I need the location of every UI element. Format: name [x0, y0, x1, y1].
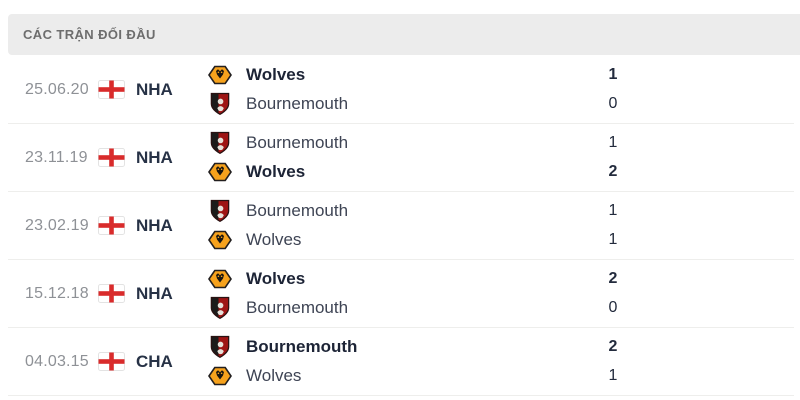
england-flag-icon [98, 80, 125, 99]
league-cell: NHA [98, 124, 208, 191]
england-flag-icon [98, 352, 125, 371]
team-name: Bournemouth [246, 336, 358, 356]
team-row: Bournemouth 0 [208, 294, 794, 324]
match-row: 23.11.19 NHA Bournemouth 1 [8, 124, 794, 192]
team-name: Bournemouth [246, 132, 349, 152]
league-cell: NHA [98, 192, 208, 259]
team-crest-icon [208, 296, 232, 320]
teams-cell: Wolves 2 Bournemouth 0 [208, 260, 794, 327]
team-row: Bournemouth 0 [208, 90, 794, 120]
wolves-crest-icon [208, 269, 232, 289]
section-header: CÁC TRẬN ĐỐI ĐẦU [8, 14, 800, 55]
team-score: 2 [608, 337, 618, 355]
team-name: Bournemouth [246, 200, 349, 220]
wolves-crest-icon [208, 366, 232, 386]
team-crest-icon [208, 335, 232, 359]
team-name: Wolves [246, 64, 306, 84]
teams-cell: Bournemouth 1 Wolves 1 [208, 192, 794, 259]
wolves-crest-icon [208, 65, 232, 85]
team-name: Wolves [246, 162, 306, 182]
league-cell: NHA [98, 260, 208, 327]
team-score: 1 [608, 65, 618, 83]
team-crest-icon [208, 131, 232, 155]
team-name: Bournemouth [246, 94, 349, 114]
bournemouth-crest-icon [210, 199, 230, 222]
team-row: Wolves 2 [208, 264, 794, 294]
team-score: 0 [608, 95, 618, 113]
team-crest-icon [208, 365, 232, 387]
bournemouth-crest-icon [210, 297, 230, 320]
england-flag-icon [98, 216, 125, 235]
england-flag-icon [98, 148, 125, 167]
team-name: Wolves [246, 230, 302, 250]
match-row: 25.06.20 NHA Wolves 1 [8, 56, 794, 124]
match-row: 15.12.18 NHA Wolves 2 [8, 260, 794, 328]
teams-cell: Bournemouth 1 Wolves 2 [208, 124, 794, 191]
match-date: 25.06.20 [25, 80, 89, 98]
league-code: NHA [136, 79, 173, 99]
team-name: Wolves [246, 268, 306, 288]
wolves-crest-icon [208, 162, 232, 182]
team-score: 1 [608, 201, 618, 219]
league-code: NHA [136, 283, 173, 303]
match-date: 15.12.18 [25, 284, 89, 302]
wolves-crest-icon [208, 230, 232, 250]
match-date: 04.03.15 [25, 352, 89, 370]
bournemouth-crest-icon [210, 93, 230, 116]
team-row: Bournemouth 1 [208, 196, 794, 226]
league-code: NHA [136, 215, 173, 235]
league-cell: CHA [98, 328, 208, 395]
team-score: 0 [608, 299, 618, 317]
team-score: 1 [608, 133, 618, 151]
league-code: CHA [136, 351, 173, 371]
league-code: NHA [136, 147, 173, 167]
bournemouth-crest-icon [210, 335, 230, 358]
match-date: 23.02.19 [25, 216, 89, 234]
league-cell: NHA [98, 56, 208, 123]
team-score: 2 [608, 163, 618, 181]
teams-cell: Wolves 1 Bournemouth 0 [208, 56, 794, 123]
team-crest-icon [208, 64, 232, 86]
team-crest-icon [208, 268, 232, 290]
match-list: 25.06.20 NHA Wolves 1 [0, 56, 800, 396]
team-score: 1 [608, 367, 618, 385]
bournemouth-crest-icon [210, 131, 230, 154]
match-row: 04.03.15 CHA Bournemouth 2 [8, 328, 794, 396]
team-name: Bournemouth [246, 298, 349, 318]
team-row: Wolves 2 [208, 158, 794, 188]
team-name: Wolves [246, 366, 302, 386]
section-title: CÁC TRẬN ĐỐI ĐẦU [23, 27, 156, 42]
match-date: 23.11.19 [25, 148, 88, 166]
teams-cell: Bournemouth 2 Wolves 1 [208, 328, 794, 395]
team-crest-icon [208, 92, 232, 116]
team-crest-icon [208, 229, 232, 251]
team-score: 2 [608, 269, 618, 287]
team-crest-icon [208, 199, 232, 223]
team-row: Wolves 1 [208, 60, 794, 90]
team-row: Bournemouth 2 [208, 332, 794, 362]
team-crest-icon [208, 161, 232, 183]
team-score: 1 [608, 231, 618, 249]
match-row: 23.02.19 NHA Bournemouth 1 [8, 192, 794, 260]
team-row: Wolves 1 [208, 362, 794, 392]
team-row: Bournemouth 1 [208, 128, 794, 158]
team-row: Wolves 1 [208, 226, 794, 256]
england-flag-icon [98, 284, 125, 303]
